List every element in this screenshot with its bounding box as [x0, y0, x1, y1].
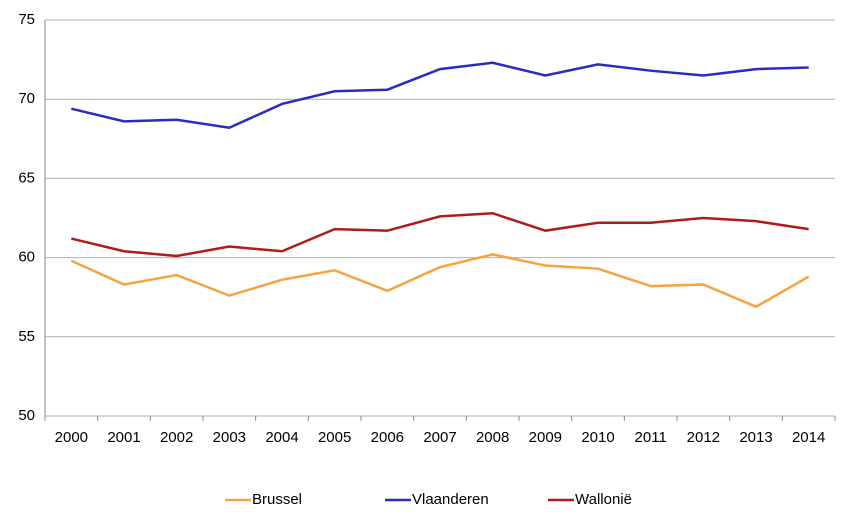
y-tick-label: 65: [18, 169, 35, 186]
y-tick-label: 60: [18, 249, 35, 266]
x-tick-label: 2012: [687, 429, 720, 446]
legend-label: Wallonië: [575, 491, 632, 508]
x-tick-label: 2009: [529, 429, 562, 446]
series-line: [70, 253, 810, 309]
x-tick-label: 2013: [739, 429, 772, 446]
x-tick-label: 2000: [55, 429, 88, 446]
x-tick-label: 2006: [371, 429, 404, 446]
legend-label: Brussel: [252, 491, 302, 508]
x-tick-label: 2005: [318, 429, 351, 446]
x-tick-label: 2014: [792, 429, 825, 446]
x-tick-label: 2007: [423, 429, 456, 446]
x-tick-label: 2004: [265, 429, 298, 446]
legend-label: Vlaanderen: [412, 491, 489, 508]
y-tick-label: 50: [18, 407, 35, 424]
y-tick-label: 75: [18, 11, 35, 28]
y-tick-label: 55: [18, 328, 35, 345]
x-tick-label: 2011: [635, 429, 667, 446]
x-tick-label: 2008: [476, 429, 509, 446]
series-line: [71, 61, 809, 130]
x-tick-label: 2001: [107, 429, 140, 446]
y-tick-label: 70: [18, 90, 35, 107]
x-tick-label: 2010: [581, 429, 614, 446]
x-tick-label: 2002: [160, 429, 193, 446]
x-tick-label: 2003: [213, 429, 246, 446]
series-line: [71, 211, 809, 258]
